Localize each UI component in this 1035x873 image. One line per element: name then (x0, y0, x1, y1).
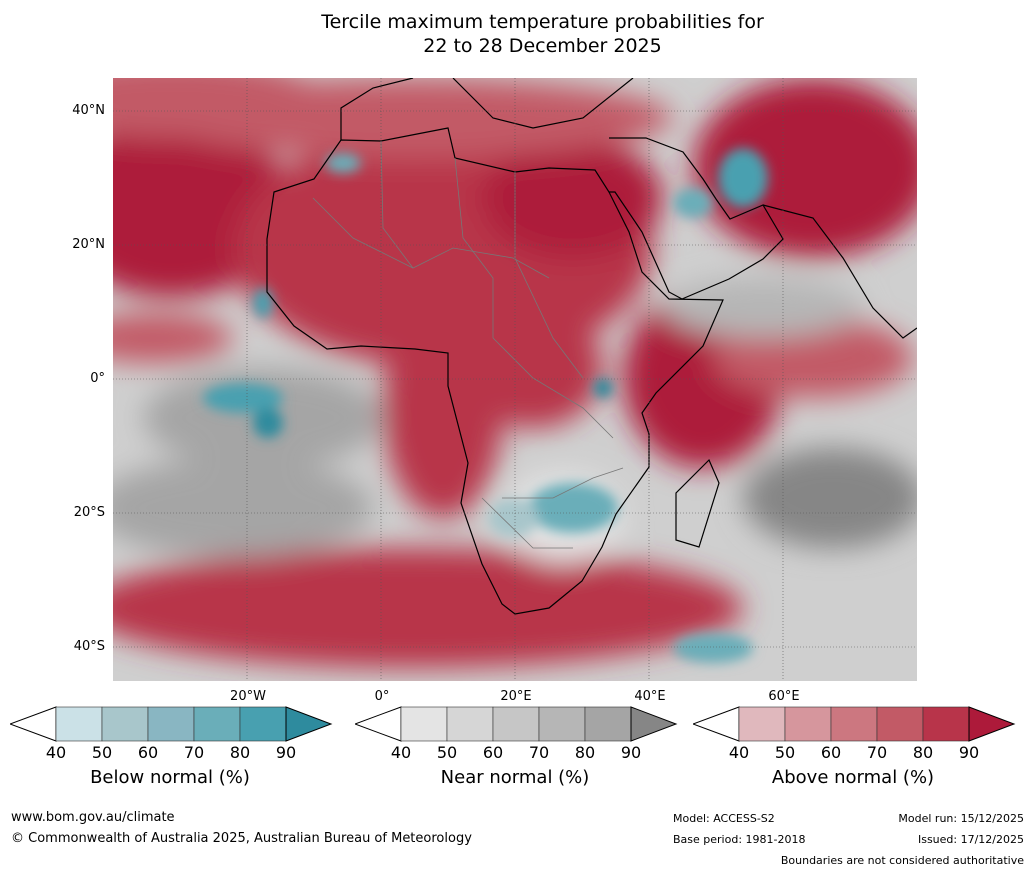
colorbar-tick-label: 50 (774, 743, 796, 762)
colorbar-near-normal (355, 704, 680, 744)
colorbar-segment (101, 706, 149, 742)
colorbar-segment (922, 706, 970, 742)
lat-label-40s: 40°S (73, 639, 105, 654)
lon-label-20e: 20°E (500, 689, 532, 704)
colorbar-tick-label: 50 (436, 743, 458, 762)
map-canvas (113, 78, 917, 681)
colorbar-segment (193, 706, 241, 742)
colorbar-segment (738, 706, 786, 742)
lat-label-0: 0° (90, 371, 105, 386)
colorbar-segment (55, 706, 103, 742)
colorbar-svg (693, 706, 1016, 742)
colorbar-segment (239, 706, 287, 742)
colorbar-tick-label: 40 (390, 743, 412, 762)
issued-date: Issued: 17/12/2025 (917, 833, 1024, 846)
colorbar-segment (538, 706, 586, 742)
model-run: Model run: 15/12/2025 (898, 812, 1024, 825)
lat-label-40n: 40°N (72, 103, 105, 118)
colorbar-low-extend (355, 706, 402, 742)
copyright: © Commonwealth of Australia 2025, Austra… (11, 831, 472, 846)
colorbar-segment (784, 706, 832, 742)
colorbar-high-extend (968, 706, 1016, 742)
lat-label-20n: 20°N (72, 237, 105, 252)
colorbar-tick-label: 80 (912, 743, 934, 762)
colorbar-tick-label: 60 (137, 743, 159, 762)
colorbar-tick-label: 80 (574, 743, 596, 762)
colorbar-segment (446, 706, 494, 742)
title-line-2: 22 to 28 December 2025 (423, 35, 662, 57)
colorbar-segment (400, 706, 448, 742)
colorbar-tick-label: 90 (275, 743, 297, 762)
title-line-1: Tercile maximum temperature probabilitie… (321, 11, 764, 33)
probability-field (113, 78, 917, 668)
colorbar-tick-label: 90 (958, 743, 980, 762)
colorbar-segment (584, 706, 632, 742)
country-borders (312, 140, 624, 549)
colorbar-below-normal (10, 704, 335, 744)
colorbar-low-extend (693, 706, 740, 742)
lon-label-20w: 20°W (230, 689, 266, 704)
colorbar-low-extend (10, 706, 57, 742)
colorbar-segment (147, 706, 195, 742)
colorbar-tick-label: 80 (229, 743, 251, 762)
colorbar-tick-label: 70 (528, 743, 550, 762)
lat-label-20s: 20°S (73, 505, 105, 520)
lon-label-40e: 40°E (634, 689, 666, 704)
colorbar-tick-label: 40 (728, 743, 750, 762)
colorbar-svg (10, 706, 333, 742)
colorbar-tick-label: 50 (91, 743, 113, 762)
base-period: Base period: 1981-2018 (673, 833, 806, 846)
colorbar-svg (355, 706, 678, 742)
colorbar-segment (492, 706, 540, 742)
below-normal-patches (203, 148, 768, 663)
colorbar-tick-label: 70 (866, 743, 888, 762)
colorbar-segment (830, 706, 878, 742)
colorbar-high-extend (630, 706, 678, 742)
colorbar-tick-label: 60 (482, 743, 504, 762)
colorbar-tick-label: 60 (820, 743, 842, 762)
lon-label-60e: 60°E (768, 689, 800, 704)
colorbar-title-near: Near normal (%) (440, 767, 590, 788)
colorbar-segment (876, 706, 924, 742)
boundaries-disclaimer: Boundaries are not considered authoritat… (780, 854, 1024, 867)
colorbar-tick-label: 90 (620, 743, 642, 762)
colorbar-title-below: Below normal (%) (90, 767, 250, 788)
graticule (113, 78, 917, 681)
chart-title: Tercile maximum temperature probabilitie… (0, 10, 1035, 58)
colorbar-title-above: Above normal (%) (771, 767, 935, 788)
probability-map (113, 78, 917, 681)
lon-label-0: 0° (374, 689, 390, 704)
colorbar-above-normal (693, 704, 1018, 744)
colorbar-tick-label: 70 (183, 743, 205, 762)
model-name: Model: ACCESS-S2 (673, 812, 775, 825)
colorbar-high-extend (285, 706, 333, 742)
bom-url-link[interactable]: www.bom.gov.au/climate (11, 810, 175, 825)
colorbar-tick-label: 40 (45, 743, 67, 762)
